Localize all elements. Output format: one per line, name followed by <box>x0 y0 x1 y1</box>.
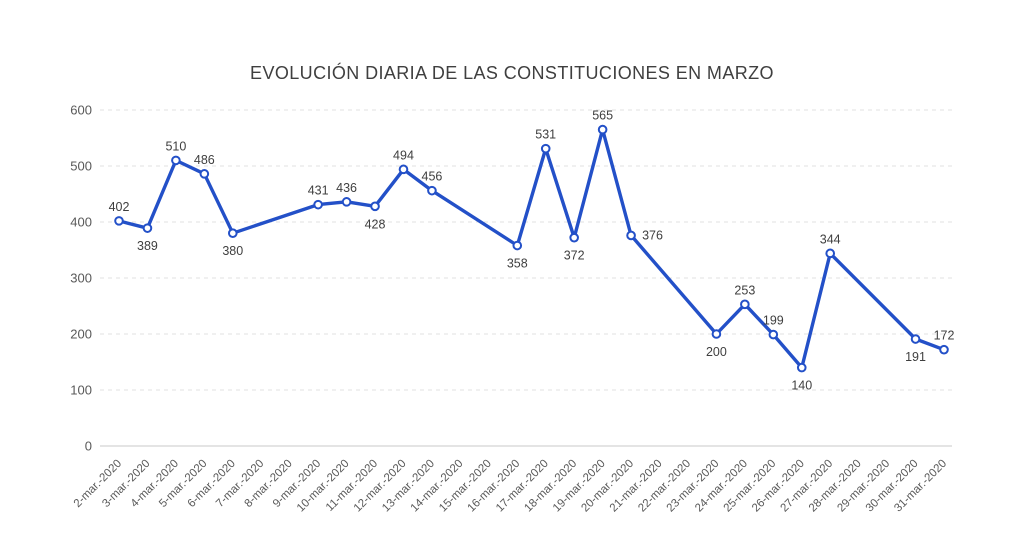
data-point-marker <box>227 228 238 238</box>
data-point-label: 140 <box>791 379 812 393</box>
data-point-marker <box>910 334 921 344</box>
data-point-marker <box>171 155 181 166</box>
data-point-label: 376 <box>642 228 663 242</box>
y-tick-label: 0 <box>85 439 92 454</box>
data-point-marker <box>939 344 949 355</box>
data-point-label: 428 <box>365 217 386 231</box>
y-tick-label: 300 <box>70 271 92 286</box>
data-point-label: 358 <box>507 257 528 271</box>
data-point-marker <box>114 216 124 226</box>
data-point-marker <box>569 232 579 243</box>
data-point-label: 402 <box>109 200 130 214</box>
series-line <box>117 127 946 370</box>
y-tick-label: 500 <box>70 159 92 174</box>
data-point-label: 494 <box>393 148 414 162</box>
data-point-label: 199 <box>763 314 784 328</box>
data-point-label: 380 <box>222 244 243 258</box>
data-point-label: 172 <box>934 329 955 343</box>
data-point-marker <box>597 124 608 135</box>
data-point-marker <box>142 223 153 233</box>
data-point-marker <box>199 169 210 179</box>
data-point-marker <box>540 143 551 154</box>
data-point-label: 344 <box>820 232 841 246</box>
data-point-label: 436 <box>336 181 357 195</box>
data-point-label: 200 <box>706 345 727 359</box>
x-tick-label: 31-mar.-2020 <box>892 458 949 515</box>
data-point-label: 431 <box>308 184 329 198</box>
data-point-label: 372 <box>564 249 585 263</box>
data-point-marker <box>626 230 636 241</box>
data-point-marker <box>711 329 722 339</box>
data-point-marker <box>398 164 409 175</box>
y-tick-label: 400 <box>70 215 92 230</box>
data-point-marker <box>427 185 437 196</box>
data-point-marker <box>768 329 779 340</box>
chart-title: EVOLUCIÓN DIARIA DE LAS CONSTITUCIONES E… <box>250 63 774 83</box>
data-point-marker <box>512 240 523 251</box>
data-point-label: 565 <box>592 109 613 123</box>
y-tick-label: 600 <box>70 103 92 118</box>
data-point-marker <box>825 248 836 259</box>
y-tick-label: 100 <box>70 383 92 398</box>
data-point-marker <box>740 299 750 310</box>
data-point-marker <box>313 199 323 210</box>
data-point-label: 531 <box>535 128 556 142</box>
data-point-label: 253 <box>734 283 755 297</box>
data-point-label: 191 <box>905 350 926 364</box>
data-point-label: 486 <box>194 153 215 167</box>
y-tick-label: 200 <box>70 327 92 342</box>
data-point-marker <box>341 197 352 207</box>
data-point-marker <box>796 362 807 373</box>
data-point-marker <box>370 201 380 212</box>
data-point-label: 510 <box>165 139 186 153</box>
data-point-label: 389 <box>137 239 158 253</box>
data-point-label: 456 <box>422 170 443 184</box>
